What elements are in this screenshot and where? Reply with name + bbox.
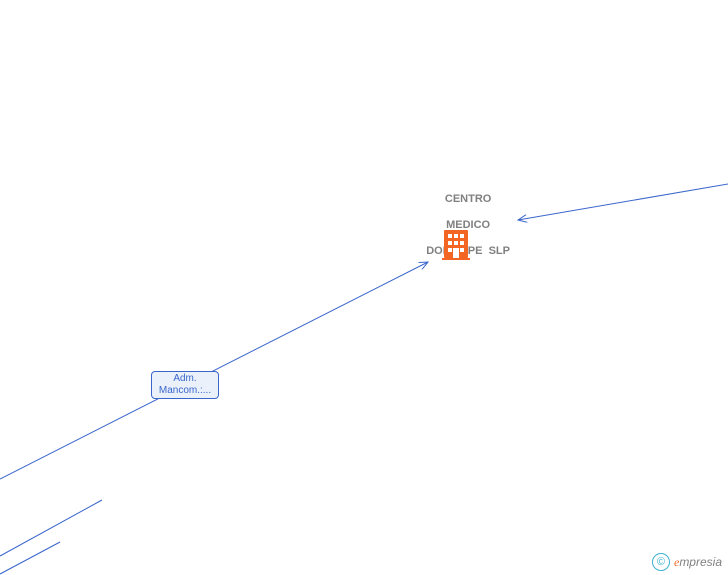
footer: © empresia <box>652 553 722 571</box>
building-icon <box>442 228 470 260</box>
brand-logo: empresia <box>674 555 722 570</box>
copyright-icon: © <box>652 553 670 571</box>
diagram-canvas: CENTRO MEDICO DOBLE PE SLP Adm.Mancom.:.… <box>0 0 728 575</box>
edges-layer <box>0 0 728 575</box>
brand-rest: mpresia <box>679 555 722 569</box>
node-box[interactable]: Adm.Mancom.:... <box>151 371 219 399</box>
center-label-line1: CENTRO <box>445 193 491 205</box>
edge-line <box>518 184 728 220</box>
edge-line <box>0 500 102 556</box>
node-line1: Adm. <box>173 373 196 385</box>
edge-line <box>0 542 60 574</box>
copyright-symbol: © <box>657 557 665 568</box>
node-line2: Mancom.:... <box>159 385 211 397</box>
